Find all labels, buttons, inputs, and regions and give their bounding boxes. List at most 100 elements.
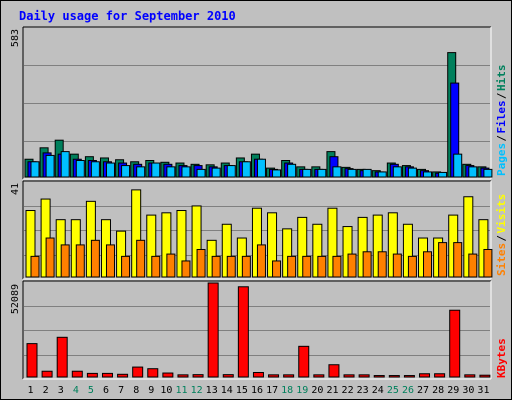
kbytes-bar — [252, 371, 264, 378]
day-label: 12 — [191, 385, 203, 396]
pages-bar — [468, 166, 478, 178]
pages-bar — [75, 159, 85, 178]
sites-bar — [287, 255, 297, 278]
sites-bar — [241, 255, 251, 278]
day-label: 13 — [206, 385, 218, 396]
kbytes-bar — [343, 374, 355, 378]
kbytes-bar — [26, 343, 38, 378]
kbytes-bar — [132, 366, 144, 378]
pages-bar — [347, 168, 357, 178]
day-label: 2 — [43, 385, 49, 396]
hits-legend-files: Files — [495, 100, 508, 133]
day-label: 14 — [221, 385, 233, 396]
sites-bar — [60, 244, 70, 278]
pages-bar — [377, 171, 387, 178]
kbytes-bar — [162, 372, 174, 378]
day-label: 20 — [311, 385, 323, 396]
pages-bar — [256, 158, 266, 178]
hits-ymax-label: 583 — [10, 29, 21, 47]
day-label: 28 — [432, 385, 444, 396]
kbytes-bar — [41, 370, 53, 378]
pages-bar — [105, 162, 115, 178]
sites-bar — [438, 242, 448, 278]
pages-bar — [272, 169, 282, 178]
day-label: 25 — [387, 385, 399, 396]
day-label: 24 — [372, 385, 384, 396]
sites-bar — [166, 253, 176, 278]
day-label: 10 — [160, 385, 172, 396]
sites-bar — [226, 255, 236, 278]
pages-bar — [196, 168, 206, 178]
day-label: 5 — [88, 385, 94, 396]
sites-bar — [181, 260, 191, 278]
pages-bar — [90, 161, 100, 178]
pages-bar — [362, 168, 372, 178]
sites-bar — [121, 255, 131, 278]
sites-bar — [45, 237, 55, 278]
day-label: 22 — [342, 385, 354, 396]
day-label: 9 — [148, 385, 154, 396]
kbytes-bar — [192, 374, 204, 378]
sites-bar — [423, 251, 433, 278]
kbytes-bar — [434, 373, 446, 378]
day-label: 17 — [266, 385, 278, 396]
sites-bar — [30, 255, 40, 278]
day-label: 19 — [296, 385, 308, 396]
kbytes-bar — [388, 375, 400, 378]
sites-bar — [407, 255, 417, 278]
kbytes-bar — [479, 374, 491, 378]
pages-bar — [438, 171, 448, 178]
kbytes-bar — [358, 374, 370, 378]
sites-bar — [377, 251, 387, 278]
day-label: 4 — [73, 385, 79, 396]
kbytes-bar — [268, 374, 280, 378]
sites-bar — [75, 244, 85, 278]
sites-bar — [362, 251, 372, 278]
pages-bar — [30, 161, 40, 178]
hits-legend-hits: Hits — [495, 65, 508, 92]
kbytes-bar — [71, 370, 83, 378]
hits-legend-pages: Pages — [495, 143, 508, 176]
kbytes-bar — [222, 374, 234, 378]
sites-bar — [483, 248, 493, 278]
pages-bar — [226, 165, 236, 178]
kbytes-bar — [147, 368, 159, 378]
day-label: 26 — [402, 385, 414, 396]
kbytes-legend-kbytes: KBytes — [495, 338, 508, 378]
kbytes-bar — [403, 375, 415, 378]
day-label: 18 — [281, 385, 293, 396]
day-label: 11 — [175, 385, 187, 396]
sites-bar — [317, 255, 327, 278]
visits-legend-visits: Visits — [495, 194, 508, 234]
visits-legend-sites: Sites — [495, 243, 508, 276]
day-label: 23 — [357, 385, 369, 396]
kbytes-ymax-label: 52089 — [10, 284, 21, 314]
pages-bar — [181, 166, 191, 178]
kbytes-bar — [373, 375, 385, 378]
pages-bar — [60, 151, 70, 178]
kbytes-bar — [207, 282, 219, 378]
sites-bar — [392, 253, 402, 278]
pages-bar — [166, 166, 176, 178]
kbytes-bar — [328, 364, 340, 378]
kbytes-bar — [419, 373, 431, 378]
sites-bar — [302, 255, 312, 278]
day-label: 21 — [326, 385, 338, 396]
pages-bar — [151, 162, 161, 178]
hits-legend-separator: / — [495, 135, 508, 142]
chart-title: Daily usage for September 2010 — [19, 9, 236, 23]
pages-bar — [453, 153, 463, 178]
day-label: 7 — [118, 385, 124, 396]
day-label: 31 — [477, 385, 489, 396]
sites-bar — [468, 253, 478, 278]
pages-bar — [287, 163, 297, 178]
day-label: 1 — [28, 385, 34, 396]
sites-bar — [332, 255, 342, 278]
pages-bar — [407, 167, 417, 178]
sites-bar — [256, 244, 266, 278]
pages-bar — [483, 168, 493, 178]
visits-legend-separator: / — [495, 235, 508, 242]
pages-bar — [392, 166, 402, 178]
